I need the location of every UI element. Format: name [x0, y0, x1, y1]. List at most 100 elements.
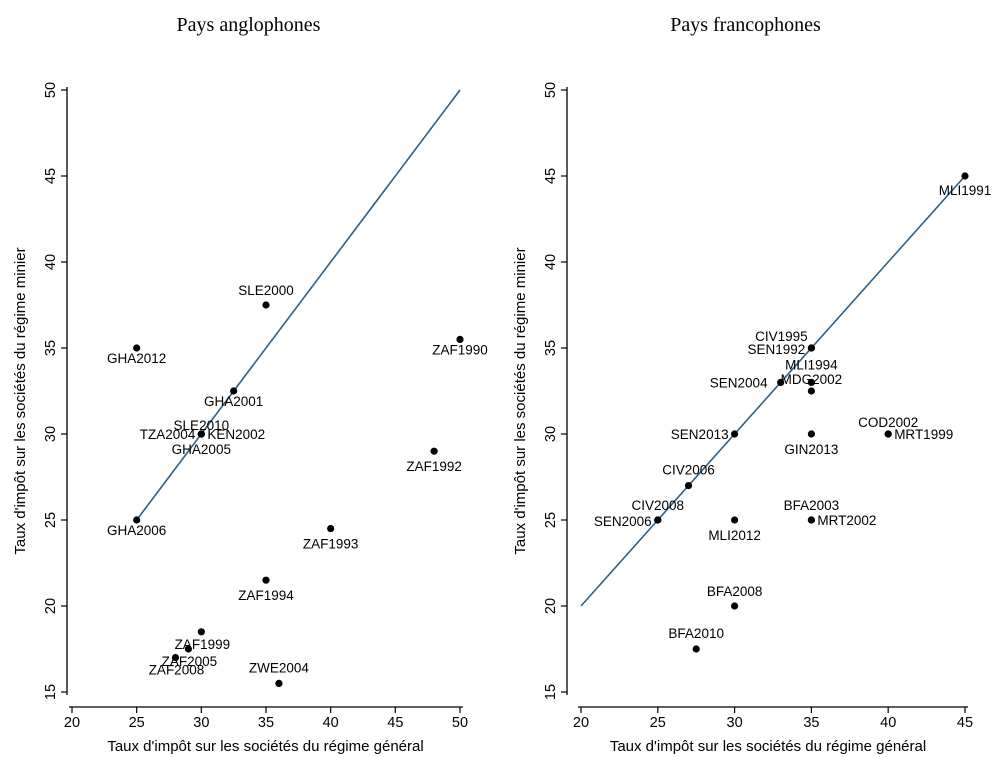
left-point-label-zaf1990: ZAF1990: [432, 342, 488, 357]
right-point-label-bfa2008: BFA2008: [707, 584, 763, 599]
right-chart-title: Pays francophones: [670, 14, 821, 36]
left-point-zaf2008: [171, 654, 180, 662]
left-point-zwe2004: [275, 679, 283, 688]
left-point-sle2000: [262, 301, 270, 309]
right-point-label-sen2013: SEN2013: [671, 427, 729, 442]
left-point-gha2005: [197, 430, 205, 438]
right-point-label-civ2006: CIV2006: [662, 463, 715, 478]
left-point-label-zaf1994: ZAF1994: [238, 588, 294, 603]
left-x-axis-title: Taux d'impôt sur les sociétés du régime …: [107, 738, 423, 755]
left-point-label-sle2010: SLE2010: [174, 418, 230, 433]
right-point-label-mli1991: MLI1991: [939, 183, 992, 198]
right-y-tick-label: 30: [543, 426, 559, 442]
left-point-zaf1992: [430, 447, 438, 455]
right-y-tick-label: 40: [543, 254, 559, 270]
right-reference-line: [580, 175, 966, 607]
right-point-mrt1999: [884, 430, 892, 438]
right-y-tick-label: 20: [543, 598, 559, 614]
right-x-tick-label: 20: [573, 715, 589, 731]
left-y-tick-label: 30: [43, 426, 59, 442]
right-point-label-mrt1999: MRT1999: [894, 427, 953, 442]
left-point-label-zaf1999: ZAF1999: [175, 637, 231, 652]
right-y-axis-title: Taux d'impôt sur les sociétés du régime …: [512, 247, 529, 554]
left-point-label-zwe2004: ZWE2004: [249, 660, 310, 675]
left-y-tick-label: 15: [43, 684, 59, 700]
left-point-label-zaf1992: ZAF1992: [406, 459, 462, 474]
left-point-label-gha2006: GHA2006: [107, 523, 166, 538]
right-point-sen2013: [731, 430, 739, 438]
left-point-zaf1993: [327, 525, 335, 533]
left-point-zaf1990: [456, 335, 464, 343]
right-point-gin2013: [807, 430, 816, 438]
left-reference-line: [136, 89, 461, 521]
left-point-label-gha2012: GHA2012: [107, 351, 166, 366]
left-point-label-ken2002: KEN2002: [207, 427, 265, 442]
left-x-tick-label: 40: [323, 715, 339, 731]
left-point-label-tza2004: TZA2004: [140, 427, 196, 442]
right-x-axis-title: Taux d'impôt sur les sociétés du régime …: [610, 738, 926, 755]
right-x-tick-label: 30: [727, 715, 743, 731]
left-y-tick-label: 40: [43, 254, 59, 270]
left-point-label-gha2005: GHA2005: [172, 442, 231, 457]
right-point-bfa2010: [692, 645, 700, 653]
right-point-label-civ2008: CIV2008: [632, 498, 685, 513]
left-point-label-zaf1993: ZAF1993: [303, 537, 359, 552]
left-y-tick-label: 50: [43, 82, 59, 98]
right-chart: 20 25 30 35 40 45 15 20 25 30 35 40 45 50 Taux d'impôt…: [512, 82, 991, 755]
right-point-label-sen2004: SEN2004: [710, 375, 768, 390]
left-chart-title: Pays anglophones: [176, 14, 321, 36]
right-point-sen2004: [777, 378, 785, 386]
left-x-tick-label: 50: [452, 715, 468, 731]
left-point-label-sle2000: SLE2000: [238, 283, 294, 298]
right-point-label-mrt2002: MRT2002: [817, 513, 876, 528]
left-x-tick-label: 25: [129, 715, 145, 731]
left-point-zaf1994: [262, 576, 270, 584]
right-point-label-sen2006: SEN2006: [594, 514, 652, 529]
right-point-label-civ1995: CIV1995: [755, 329, 808, 344]
left-point-gha2012: [133, 344, 141, 352]
right-point-label-bfa2003: BFA2003: [784, 498, 840, 513]
right-y-tick-label: 35: [543, 340, 559, 356]
right-point-bfa2008: [731, 602, 739, 610]
left-y-tick-label: 45: [43, 168, 59, 184]
right-point-label-mdg2002: MDG2002: [781, 372, 843, 387]
right-y-tick-label: 15: [543, 684, 559, 700]
left-y-tick-label: 25: [43, 512, 59, 528]
left-point-zaf1999: [197, 628, 205, 636]
left-point-label-gha2001: GHA2001: [204, 394, 263, 409]
right-point-label-gin2013: GIN2013: [784, 442, 838, 457]
left-point-gha2006: [133, 516, 141, 524]
right-point-civ2006: [684, 482, 693, 490]
left-x-tick-label: 35: [258, 715, 274, 731]
right-point-mli2012: [731, 516, 739, 524]
right-y-tick-label: 25: [543, 512, 559, 528]
left-x-tick-label: 20: [64, 715, 80, 731]
right-point-mrt2002: [807, 516, 816, 524]
right-point-label-mli1994: MLI1994: [785, 357, 838, 372]
right-point-label-cod2002: COD2002: [858, 415, 918, 430]
left-y-tick-label: 35: [43, 340, 59, 356]
right-point-sen1992: [807, 344, 816, 352]
right-point-label-sen1992: SEN1992: [748, 342, 806, 357]
right-y-tick-label: 50: [543, 82, 559, 98]
right-y-tick-label: 45: [543, 168, 559, 184]
left-point-label-zaf2008: ZAF2008: [149, 663, 205, 678]
left-x-tick-label: 30: [193, 715, 209, 731]
right-point-mli1991: [961, 172, 969, 180]
left-y-tick-label: 20: [43, 598, 59, 614]
right-x-tick-label: 45: [957, 715, 973, 731]
right-point-label-bfa2010: BFA2010: [668, 626, 724, 641]
left-point-gha2001: [230, 387, 238, 395]
right-point-mli1994: [807, 378, 816, 386]
right-x-tick-label: 35: [803, 715, 819, 731]
left-y-axis-title: Taux d'impôt sur les sociétés du régime …: [12, 247, 29, 554]
right-x-tick-label: 40: [880, 715, 896, 731]
right-point-sen2006: [654, 516, 662, 524]
left-point-zaf2005: [184, 645, 192, 653]
right-point-mdg2002: [807, 387, 816, 395]
right-x-tick-label: 25: [650, 715, 666, 731]
left-chart: 20 25 30 35 40 45 50 15 20 25 30 35 40 45 50 Taux d'imp…: [12, 82, 488, 755]
right-point-label-mli2012: MLI2012: [708, 528, 761, 543]
left-x-tick-label: 45: [387, 715, 403, 731]
